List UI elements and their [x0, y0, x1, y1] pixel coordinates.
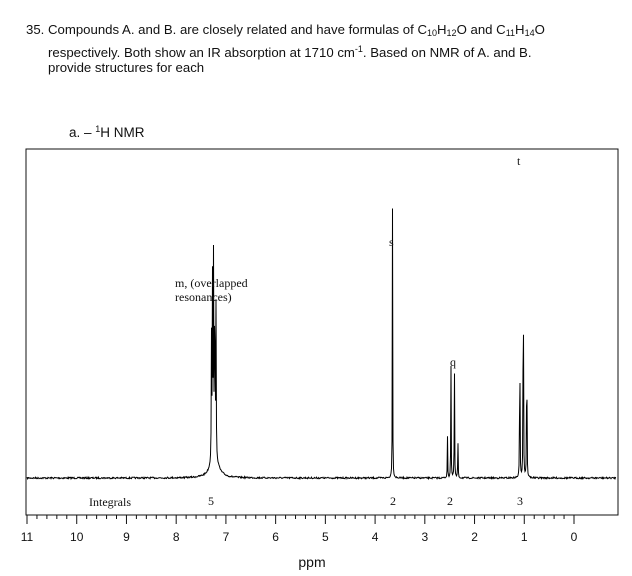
x-axis-title: ppm: [298, 554, 325, 570]
integral-value: 2: [447, 494, 453, 508]
question-text: 35. Compounds A. and B. are closely relat…: [26, 22, 616, 76]
question-line2: respectively. Both show an IR absorption…: [26, 42, 616, 61]
formula2-o: O: [534, 22, 545, 37]
part-sup: 1: [95, 124, 101, 134]
x-tick-label: 6: [272, 530, 279, 544]
q-line2-post: . Based on NMR of A. and B.: [362, 44, 532, 60]
peak-annotations: m, (overlapped resonances) s q t: [175, 154, 521, 369]
formula2-h: H: [515, 22, 525, 37]
integral-value: 5: [208, 494, 214, 508]
x-tick-label: 3: [421, 530, 428, 544]
plot-frame: [25, 148, 619, 516]
x-tick-label: 11: [21, 530, 34, 544]
formula1-c-sub: 10: [427, 28, 438, 38]
formula2-h-sub: 14: [524, 28, 535, 38]
x-tick-label: 4: [372, 530, 379, 544]
q-line2-text: respectively. Both show an IR absorption…: [48, 44, 355, 60]
spectrum-trace: [26, 208, 617, 481]
formula1-o: O and C: [456, 22, 506, 37]
x-tick-label: 8: [173, 530, 180, 544]
x-tick-label: 2: [471, 530, 478, 544]
formula1-h: H: [437, 22, 447, 37]
annotation-q: q: [450, 355, 456, 369]
x-tick-label: 5: [322, 530, 329, 544]
integrals-label: Integrals: [89, 495, 131, 509]
x-tick-label: 1: [521, 530, 528, 544]
part-prefix: a. –: [69, 125, 96, 140]
part-a-label: a. – 1H NMR: [69, 124, 145, 140]
q-line1-text: Compounds A. and B. are closely related …: [48, 22, 427, 37]
integral-value: 3: [517, 494, 523, 508]
part-text: H NMR: [100, 125, 145, 140]
x-tick-label: 0: [571, 530, 578, 544]
formula1-h-sub: 12: [446, 28, 457, 38]
x-tick-label: 10: [70, 530, 84, 544]
annotation-m-line2: resonances): [175, 290, 232, 304]
annotation-m-line1: m, (overlapped: [175, 276, 248, 290]
question-number: 35.: [26, 22, 45, 37]
x-tick-label: 7: [223, 530, 230, 544]
question-line3: provide structures for each: [48, 60, 205, 75]
annotation-s: s: [389, 235, 394, 249]
formula2-c-sub: 11: [505, 28, 516, 38]
wavenumber-sup: -1: [354, 43, 363, 54]
x-axis-ticks: 11 10 9 8 7 6 5 4 3 2 1 0: [21, 515, 578, 544]
annotation-t: t: [517, 154, 521, 168]
x-tick-label: 9: [123, 530, 130, 544]
question-line1: Compounds A. and B. are closely related …: [48, 22, 545, 38]
integral-value: 2: [390, 494, 396, 508]
